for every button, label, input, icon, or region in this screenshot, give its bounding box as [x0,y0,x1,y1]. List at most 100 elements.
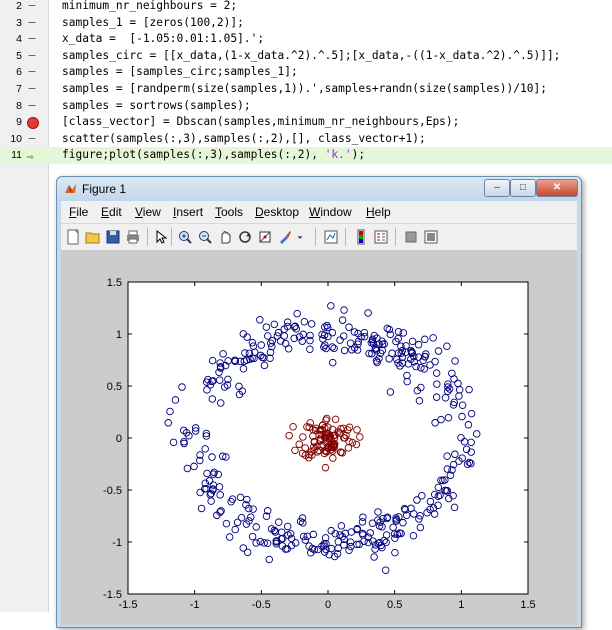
data-point [242,356,251,364]
print-icon[interactable] [125,229,141,245]
data-cursor-icon[interactable] [257,229,273,245]
x-tick-label: 1.5 [520,599,535,611]
data-point [239,365,248,373]
menu-desktop[interactable]: Desktop [255,205,300,219]
code-line-2[interactable]: 2– minimum_nr_neighbours = 2; [0,0,612,15]
pan-icon[interactable] [217,229,233,245]
data-point [323,414,331,423]
x-tick-label: 0.5 [387,599,402,611]
pointer-icon[interactable] [153,229,169,245]
data-point [324,444,333,452]
code-line-4[interactable]: 4– x_data = [-1.05:0.01:1.05].'; [0,31,612,48]
scatter-plot[interactable]: -1.5 -1 -0.5 0 0.5 1 1.5 1.5 1 0.5 0 -0.5 -1 -1.5 [61,250,577,625]
data-point [290,334,298,343]
menu-window[interactable]: Window [309,205,352,219]
data-point [431,357,439,366]
menu-insert[interactable]: Insert [173,205,204,219]
data-point [265,555,274,564]
data-point [337,448,345,457]
code-line-7[interactable]: 7– samples = [randperm(size(samples,1)).'… [0,81,612,98]
breakpoint-slot[interactable]: – [28,131,36,145]
code-line-3[interactable]: 3– samples_1 = [zeros(100,2)]; [0,15,612,32]
maximize-button[interactable]: □ [510,179,536,197]
dropdown-arrow-icon[interactable] [295,229,305,245]
breakpoint-slot[interactable]: – [28,98,36,112]
data-point [248,532,257,541]
data-point [345,323,353,331]
code-line-6[interactable]: 6– samples = [samples_circ;samples_1]; [0,64,612,81]
data-point [403,377,411,386]
new-figure-icon[interactable] [65,229,81,245]
menu-tools[interactable]: Tools [215,205,244,219]
menu-help[interactable]: Help [366,205,391,219]
colorbar-icon[interactable] [353,229,369,245]
toolbar-separator [315,228,316,246]
open-file-icon[interactable] [85,229,101,245]
code-line-11[interactable]: 11 ⇨ figure;plot(samples(:,3),samples(:,2)… [0,147,612,164]
data-point [426,361,434,369]
data-point [350,344,359,352]
data-point [323,438,331,446]
breakpoint-slot[interactable]: – [28,15,36,29]
data-point [225,533,234,541]
hide-plot-tools-icon[interactable] [403,229,419,245]
save-icon[interactable] [105,229,121,245]
data-point [270,526,279,535]
data-point [215,368,223,377]
data-point [434,347,443,355]
rotate-icon[interactable] [237,229,253,245]
data-point [368,337,377,345]
brush-icon[interactable] [277,229,293,245]
code-line-5[interactable]: 5– samples_circ = [[x_data,(1-x_data.^2).… [0,48,612,65]
data-point [410,352,418,361]
menu-file[interactable]: File [69,205,89,219]
data-point [215,483,224,491]
data-point [415,515,423,523]
data-point [409,532,418,540]
data-point [208,377,216,386]
code-line-8[interactable]: 8– samples = sortrows(samples); [0,98,612,115]
breakpoint-slot[interactable]: – [28,0,36,12]
close-button[interactable]: ✕ [536,179,578,197]
data-point [216,364,225,372]
breakpoint-slot[interactable]: – [28,32,36,46]
figure-window[interactable]: Figure 1 – □ ✕ File Edit View Insert Tools De… [56,176,582,628]
data-point [353,525,361,534]
data-point [267,339,275,348]
data-point [449,460,458,469]
breakpoint-slot[interactable]: – [28,82,36,95]
menu-edit[interactable]: Edit [101,205,122,219]
data-point [213,511,221,520]
data-point [458,412,466,421]
data-point [383,324,392,333]
breakpoint-slot[interactable]: – [28,65,36,79]
legend-icon[interactable] [373,229,389,245]
line-number-gutter [0,0,49,612]
data-point [263,539,272,547]
figure-canvas[interactable]: -1.5 -1 -0.5 0 0.5 1 1.5 1.5 1 0.5 0 -0.5 -1 -1.5 [61,250,577,625]
data-point [327,526,335,535]
menu-view[interactable]: View [135,205,161,219]
data-point [286,529,295,538]
link-plot-icon[interactable] [323,229,339,245]
code-text: samples = [randperm(size(samples,1)).',s… [62,82,547,95]
data-point [330,443,338,452]
breakpoint-icon[interactable] [27,117,39,130]
data-point [385,325,394,334]
show-plot-tools-icon[interactable] [423,229,439,245]
data-point [191,424,200,432]
data-point [374,516,382,524]
data-point [386,330,395,339]
minimize-button[interactable]: – [484,179,510,197]
breakpoint-slot[interactable]: – [28,48,36,62]
data-point [327,302,335,310]
data-point [414,353,423,361]
zoom-out-icon[interactable] [197,229,213,245]
data-point [467,459,475,468]
title-bar[interactable]: Figure 1 – □ ✕ [57,177,581,201]
data-point [442,487,451,495]
data-point [416,523,425,532]
code-line-9[interactable]: 9 [class_vector] = Dbscan(samples,minimum… [0,114,612,131]
zoom-in-icon[interactable] [177,229,193,245]
code-line-10[interactable]: 10– scatter(samples(:,3),samples(:,2),[],… [0,131,612,148]
